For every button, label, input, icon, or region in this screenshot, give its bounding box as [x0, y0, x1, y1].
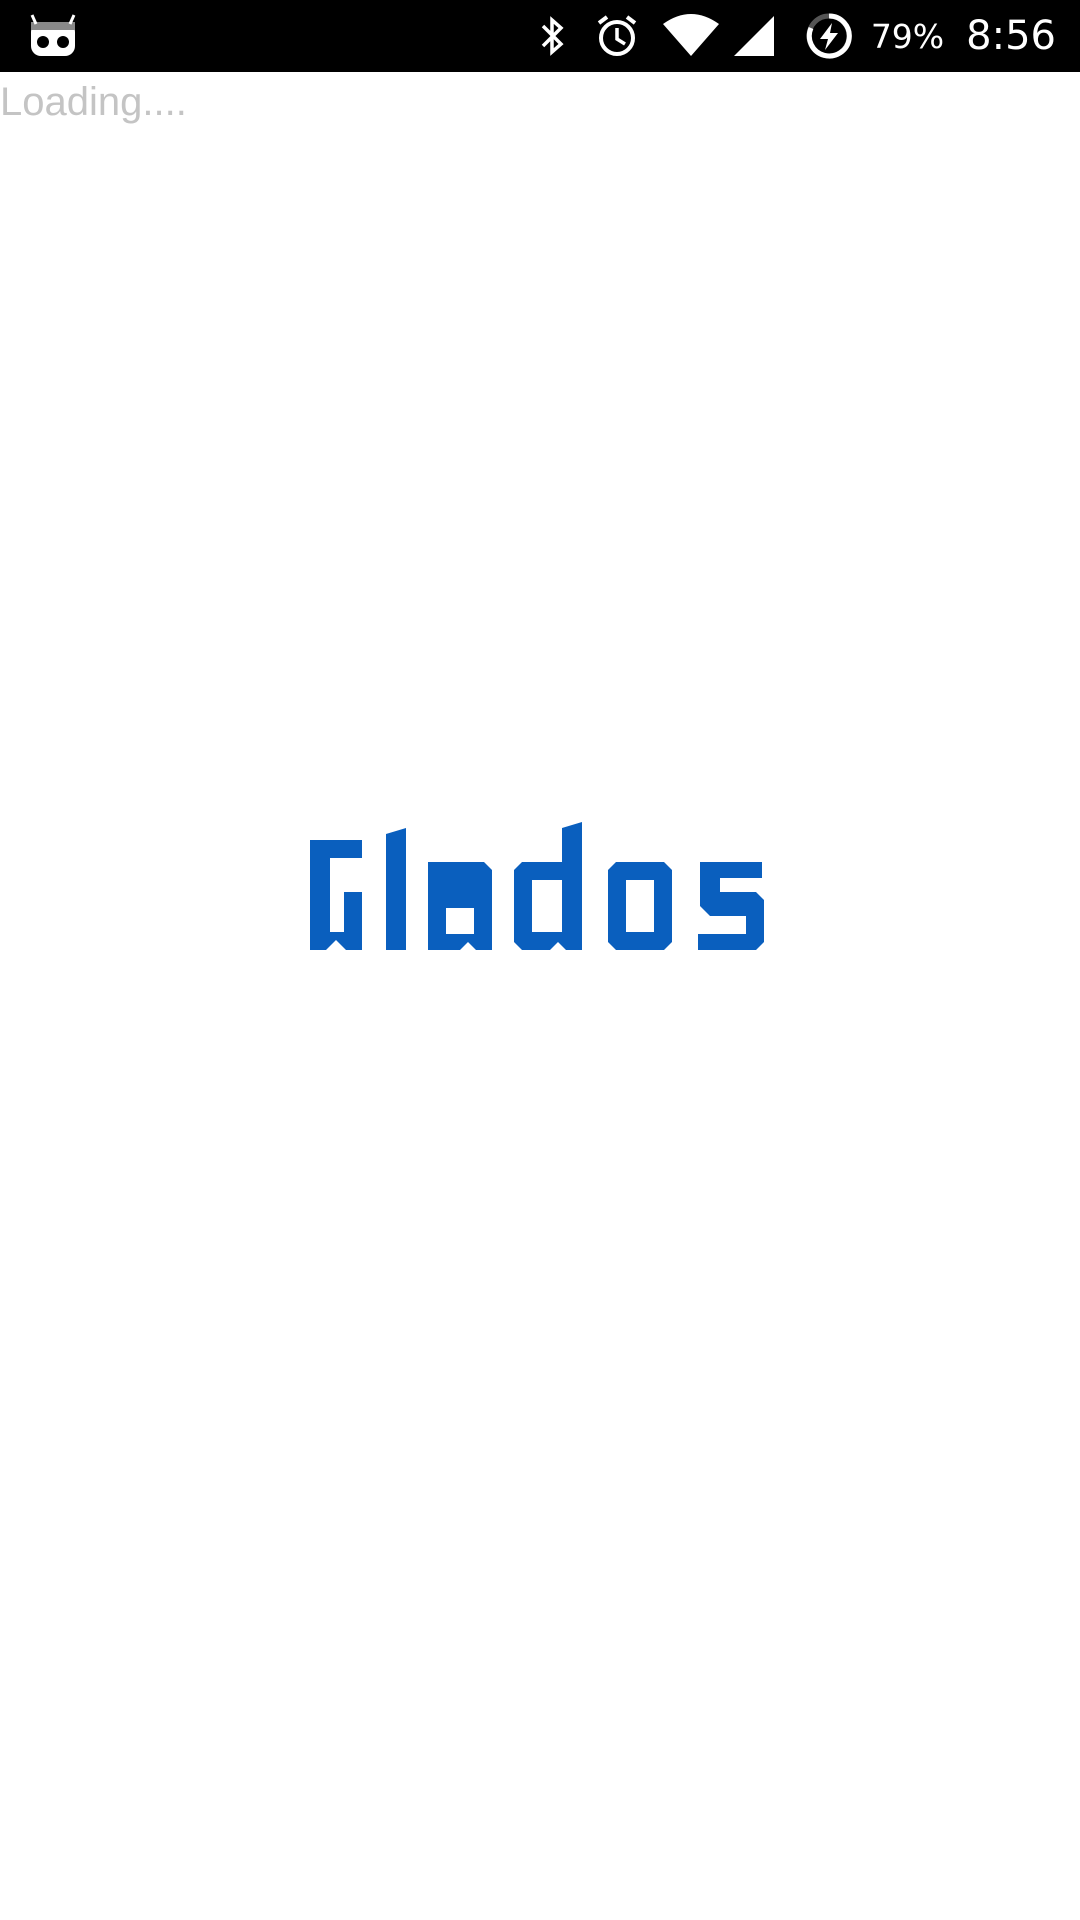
cyanogenmod-robot-icon [28, 12, 78, 60]
alarm-icon [587, 0, 647, 72]
loading-text: Loading.... [0, 80, 187, 124]
glados-logo [300, 822, 780, 962]
wifi-icon [659, 0, 723, 72]
battery-charging-icon [801, 0, 857, 72]
status-clock: 8:56 [966, 13, 1056, 59]
battery-percentage: 79% [870, 16, 945, 56]
status-bar: 79% 8:56 [0, 0, 1080, 72]
bluetooth-icon [533, 0, 573, 72]
cell-signal-icon [729, 0, 779, 72]
